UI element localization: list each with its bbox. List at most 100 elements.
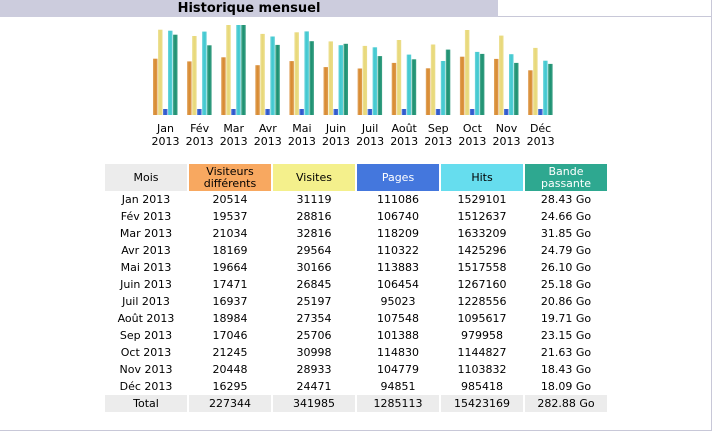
cell-hits: 1517558 [457, 261, 507, 274]
cell-pages: 114830 [377, 346, 419, 359]
bar-bandwidth-1 [207, 45, 212, 115]
cell-hits: 1228556 [457, 295, 507, 308]
bar-hits-8 [440, 61, 446, 115]
cell-pages: 110322 [377, 244, 419, 257]
tick-label-month: Sep [428, 122, 449, 135]
tick-label-year: 2013 [458, 135, 486, 148]
table-header-row: Mois Visiteurs différents Visites Pages … [105, 164, 607, 191]
cell-visits: 25706 [296, 329, 332, 342]
tick-label-month: Août [392, 122, 418, 135]
cell-visitors: 19537 [212, 210, 248, 223]
cell-pages: 104779 [377, 363, 419, 376]
bar-visits-9 [464, 30, 470, 115]
bar-bandwidth-2 [241, 25, 246, 115]
table-row: Déc 2013 16295 24471 94851 985418 18.09 Go [105, 378, 607, 395]
bar-bandwidth-11 [548, 63, 553, 115]
tick-label-month: Avr [259, 122, 277, 135]
table-row: Juin 2013 17471 26845 106454 1267160 25.18 Go [105, 276, 607, 293]
total-bandwidth: 282.88 Go [525, 395, 607, 412]
cell-pages: 106740 [377, 210, 419, 223]
cell-pages: 113883 [377, 261, 419, 274]
cell-month: Avr 2013 [121, 244, 171, 257]
cell-pages: 95023 [380, 295, 416, 308]
tick-label-year: 2013 [356, 135, 384, 148]
tick-label-month: Nov [496, 122, 518, 135]
tick-label-month: Déc [530, 122, 551, 135]
bar-visitors-3 [255, 65, 260, 115]
tick-label-month: Fév [190, 122, 209, 135]
section-title: Historique mensuel [0, 0, 498, 17]
bar-hits-4 [304, 31, 309, 115]
bar-visitors-5 [323, 67, 328, 115]
cell-month: Juil 2013 [122, 295, 170, 308]
cell-visitors: 17046 [212, 329, 248, 342]
bar-pages-11 [538, 109, 543, 115]
table-row: Mar 2013 21034 32816 118209 1633209 31.85 Go [105, 225, 607, 242]
cell-bandwidth: 28.43 Go [540, 193, 592, 206]
bar-visitors-11 [528, 70, 533, 115]
bar-visitors-8 [425, 68, 431, 115]
table-row: Jan 2013 20514 31119 111086 1529101 28.43 Go [105, 191, 607, 208]
cell-hits: 1529101 [457, 193, 507, 206]
bar-hits-9 [474, 51, 480, 115]
cell-month: Fév 2013 [120, 210, 172, 223]
cell-hits: 1103832 [457, 363, 507, 376]
cell-visits: 28816 [296, 210, 332, 223]
cell-visits: 27354 [296, 312, 332, 325]
bar-bandwidth-9 [479, 53, 485, 115]
tick-label-year: 2013 [152, 135, 180, 148]
bar-pages-7 [401, 109, 407, 115]
table-row: Juil 2013 16937 25197 95023 1228556 20.86 Go [105, 293, 607, 310]
cell-pages: 118209 [377, 227, 419, 240]
bar-visits-4 [294, 32, 299, 115]
cell-month: Oct 2013 [120, 346, 172, 359]
bar-hits-6 [372, 47, 378, 115]
cell-bandwidth: 31.85 Go [540, 227, 592, 240]
bar-pages-0 [163, 109, 168, 115]
cell-bandwidth: 20.86 Go [540, 295, 592, 308]
header-visitors: Visiteurs différents [189, 164, 271, 191]
cell-pages: 107548 [377, 312, 419, 325]
table-row: Avr 2013 18169 29564 110322 1425296 24.79 Go [105, 242, 607, 259]
header-bandwidth: Bande passante [525, 164, 607, 191]
section-frame-top-border [498, 16, 711, 17]
bar-hits-1 [202, 31, 207, 116]
table-total-row: Total 227344 341985 1285113 15423169 282.88 G… [105, 395, 607, 412]
bar-visits-0 [158, 29, 163, 116]
cell-visits: 30998 [296, 346, 332, 359]
total-pages: 1285113 [357, 395, 439, 412]
bar-visits-6 [362, 45, 368, 115]
cell-visitors: 21034 [212, 227, 248, 240]
cell-visits: 28933 [296, 363, 332, 376]
cell-visitors: 17471 [212, 278, 248, 291]
bar-hits-5 [338, 45, 343, 116]
bar-visitors-0 [153, 58, 158, 115]
bar-pages-10 [504, 109, 509, 115]
header-visits: Visites [273, 164, 355, 191]
cell-visits: 24471 [296, 380, 332, 393]
cell-bandwidth: 18.43 Go [540, 363, 592, 376]
cell-hits: 985418 [461, 380, 503, 393]
cell-visitors: 21245 [212, 346, 248, 359]
cell-visitors: 20448 [212, 363, 248, 376]
cell-bandwidth: 26.10 Go [540, 261, 592, 274]
cell-hits: 1425296 [457, 244, 507, 257]
bar-pages-2 [231, 109, 236, 115]
cell-month: Nov 2013 [119, 363, 173, 376]
cell-hits: 1512637 [457, 210, 507, 223]
header-pages: Pages [357, 164, 439, 191]
bar-visits-7 [396, 40, 402, 115]
cell-bandwidth: 25.18 Go [540, 278, 592, 291]
cell-month: Déc 2013 [119, 380, 173, 393]
cell-visitors: 18984 [212, 312, 248, 325]
cell-bandwidth: 24.66 Go [540, 210, 592, 223]
header-mois: Mois [105, 164, 187, 191]
bar-pages-9 [469, 109, 475, 115]
bar-visits-10 [499, 35, 504, 115]
cell-bandwidth: 18.09 Go [540, 380, 592, 393]
bar-pages-4 [299, 109, 304, 115]
cell-month: Mai 2013 [120, 261, 172, 274]
cell-month: Sep 2013 [119, 329, 173, 342]
bar-bandwidth-3 [275, 44, 280, 115]
